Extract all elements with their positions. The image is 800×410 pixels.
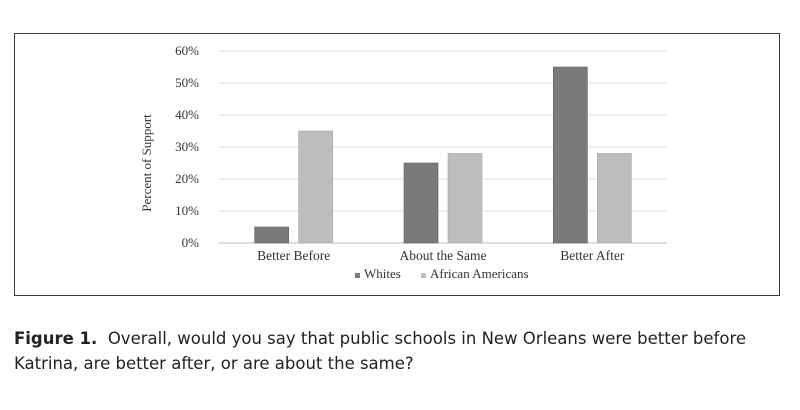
- y-tick-label: 30%: [175, 139, 199, 154]
- y-tick-label: 60%: [175, 43, 199, 58]
- legend-label: Whites: [364, 266, 401, 281]
- caption-label: Figure 1.: [14, 329, 98, 348]
- y-tick-label: 50%: [175, 75, 199, 90]
- y-axis-ticks: 0% 10% 20% 30% 40% 50% 60%: [175, 43, 199, 250]
- gridlines: [219, 50, 667, 244]
- legend-label: African Americans: [430, 266, 529, 281]
- legend: Whites African Americans: [355, 266, 529, 281]
- legend-swatch: [421, 273, 426, 278]
- bars: [254, 66, 632, 244]
- bar: [597, 153, 632, 244]
- chart-frame: 0% 10% 20% 30% 40% 50% 60% Percent of Support …: [14, 33, 780, 296]
- y-tick-label: 40%: [175, 107, 199, 122]
- x-tick-label: About the Same: [400, 248, 487, 263]
- y-tick-label: 0%: [182, 235, 200, 250]
- y-tick-label: 10%: [175, 203, 199, 218]
- y-tick-label: 20%: [175, 171, 199, 186]
- legend-swatch: [355, 273, 360, 278]
- y-axis-label: Percent of Support: [139, 114, 154, 212]
- x-axis-categories: Better Before About the Same Better After: [257, 248, 625, 263]
- bar: [553, 66, 588, 244]
- bar: [447, 153, 483, 244]
- bar: [254, 226, 289, 244]
- caption-text: Overall, would you say that public schoo…: [14, 329, 747, 373]
- figure-caption: Figure 1. Overall, would you say that pu…: [14, 326, 790, 376]
- bar: [298, 130, 333, 244]
- x-tick-label: Better After: [560, 248, 625, 263]
- x-tick-label: Better Before: [257, 248, 330, 263]
- bar-chart: 0%10%20%30%40%50%60% Percent of Support …: [139, 43, 667, 281]
- bar: [403, 162, 439, 244]
